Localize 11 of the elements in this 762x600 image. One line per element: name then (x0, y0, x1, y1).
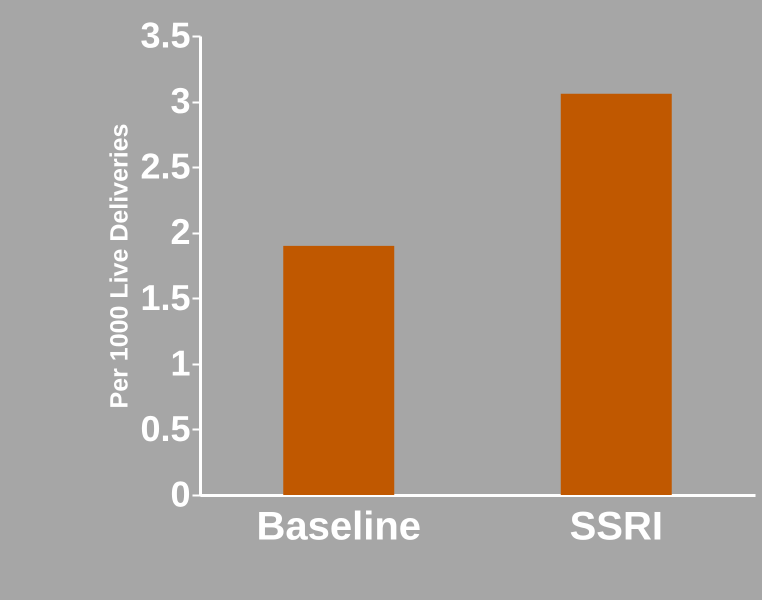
x-tick-label: Baseline (256, 504, 422, 548)
y-tick-label: 0 (170, 474, 190, 514)
y-axis-title: Per 1000 Live Deliveries (105, 124, 134, 408)
y-tick-label: 3 (170, 80, 190, 122)
y-tick-label: 3.5 (140, 14, 190, 56)
y-tick-label: 0.5 (140, 408, 190, 449)
y-tick-label: 1.5 (140, 276, 190, 318)
y-tick-label: 2 (170, 211, 190, 252)
y-tick-label: 2.5 (140, 146, 190, 187)
x-tick-label: SSRI (570, 504, 663, 548)
y-tick-label: 1 (170, 342, 190, 384)
